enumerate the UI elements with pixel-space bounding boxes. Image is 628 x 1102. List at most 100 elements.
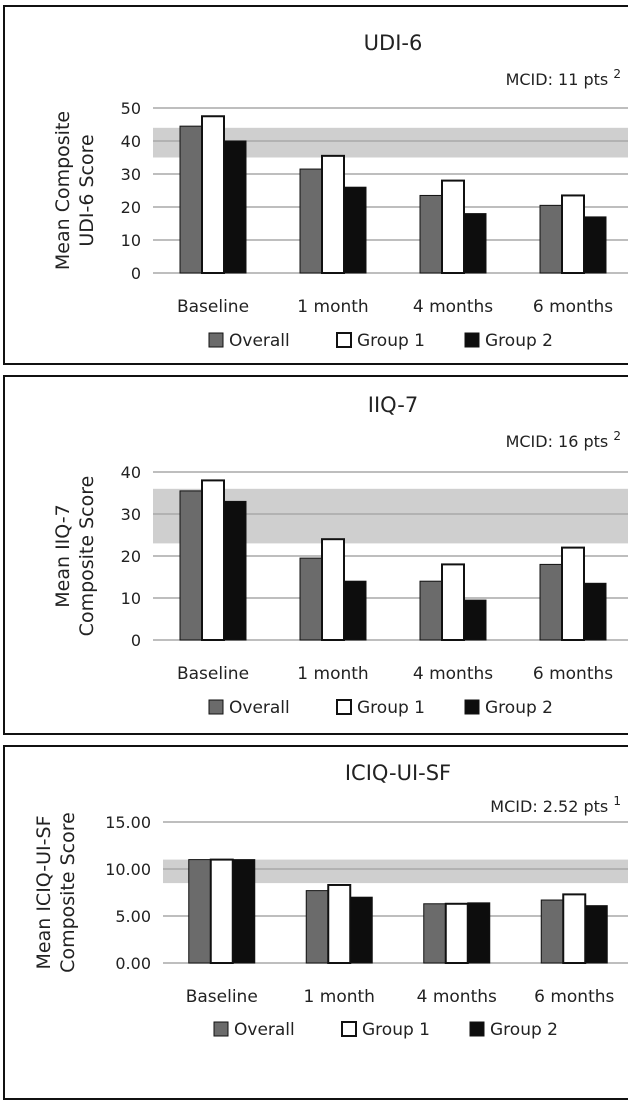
bar-overall [179,125,203,274]
mcid-label: MCID: 2.52 pts 1 [490,794,621,816]
chart-title: IIQ-7 [368,393,418,417]
y-tick-label: 30 [121,165,141,184]
y-tick-label: 5.00 [115,907,151,926]
bar-group1 [441,563,465,641]
x-category-label: 4 months [413,664,493,684]
legend-label-overall: Overall [234,1020,295,1040]
chart-title: UDI-6 [364,31,423,55]
x-category-label: Baseline [186,987,258,1007]
y-tick-label: 10.00 [105,860,151,879]
bar-group2 [343,580,367,641]
bar-overall [179,490,203,641]
bar-group1 [201,479,225,642]
y-axis-label: UDI-6 Score [76,134,98,246]
bar-group2 [584,905,608,964]
chart-panel-udi6: UDI-6 MCID: 11 pts 2 0 10 20 30 40 50 Mean Compo… [3,5,628,365]
legend-swatch-overall [213,1021,229,1037]
y-axis-label: Mean Composite [52,111,74,270]
x-category-label: 6 months [533,297,613,317]
chart-panel-iiq7: IIQ-7 MCID: 16 pts 2 0 10 20 30 40 Mean IIQ-7 Co… [3,375,628,735]
bar-overall [539,563,563,641]
legend-label-group2: Group 2 [490,1020,558,1040]
mcid-text: MCID: 16 pts [506,432,614,451]
x-category-label: Baseline [177,664,249,684]
bar-overall [299,168,323,274]
chart-title: ICIQ-UI-SF [345,761,451,785]
bar-overall [423,903,447,964]
y-tick-label: 10 [121,589,141,608]
legend-swatch-overall [208,332,224,348]
legend-label-overall: Overall [229,331,290,351]
bar-group1 [327,883,352,964]
bar-group1 [321,154,345,275]
x-category-label: 1 month [297,297,368,317]
bar-overall [188,859,212,964]
bar-group2 [223,500,247,641]
bar-group1 [561,546,585,642]
bar-group2 [583,582,607,641]
y-tick-label: 0.00 [115,954,151,973]
bar-overall [305,890,329,964]
chart-panel-iciq: ICIQ-UI-SF MCID: 2.52 pts 1 0.00 5.00 10.00 1… [3,745,628,1100]
y-axis-label: Mean IIQ-7 [52,504,74,607]
bar-group2 [467,902,491,964]
bar-group2 [463,213,487,274]
mcid-band [163,859,628,884]
chart-iiq7: IIQ-7 MCID: 16 pts 2 0 10 20 30 40 Mean IIQ-7 Co… [52,393,628,718]
x-category-label: 4 months [417,987,497,1007]
mcid-label: MCID: 11 pts 2 [506,67,621,89]
bar-overall [540,899,564,964]
y-tick-label: 0 [131,264,141,283]
legend-swatch-overall [208,699,224,715]
y-tick-label: 40 [121,463,141,482]
legend-swatch-group2 [464,332,480,348]
y-tick-label: 15.00 [105,813,151,832]
bar-overall [299,557,323,641]
legend-label-group2: Group 2 [485,698,553,718]
bar-group1 [209,858,234,964]
bar-group1 [562,893,587,965]
bar-overall [419,580,443,641]
bar-overall [539,204,563,274]
legend-label-group1: Group 1 [362,1020,430,1040]
y-tick-label: 30 [121,505,141,524]
legend-label-group2: Group 2 [485,331,553,351]
legend-swatch-group1 [336,332,352,348]
y-tick-label: 20 [121,547,141,566]
legend-swatch-group1 [336,699,352,715]
x-category-label: 6 months [534,987,614,1007]
bar-group1 [561,194,585,274]
bar-group2 [583,216,607,274]
bar-group1 [321,538,345,641]
x-category-label: 6 months [533,664,613,684]
legend-label-group1: Group 1 [357,331,425,351]
legend-swatch-group1 [341,1021,357,1037]
y-tick-label: 0 [131,631,141,650]
bar-group2 [232,859,256,964]
x-category-label: Baseline [177,297,249,317]
x-category-label: 1 month [304,987,375,1007]
y-tick-label: 20 [121,198,141,217]
x-category-label: 1 month [297,664,368,684]
mcid-reference-note: 1 [613,794,621,808]
bar-group2 [223,140,247,274]
y-tick-label: 40 [121,132,141,151]
y-axis-label: Composite Score [76,476,98,637]
bar-overall [419,194,443,274]
mcid-label: MCID: 16 pts 2 [506,429,621,451]
bar-group1 [444,902,469,964]
mcid-text: MCID: 2.52 pts [490,797,613,816]
legend-label-group1: Group 1 [357,698,425,718]
mcid-text: MCID: 11 pts [506,70,614,89]
mcid-reference-note: 2 [613,67,621,81]
bar-group2 [349,896,373,964]
bar-group2 [463,599,487,641]
y-axis-label: Composite Score [57,812,79,973]
y-tick-label: 10 [121,231,141,250]
legend-swatch-group2 [464,699,480,715]
bar-group1 [201,115,225,274]
y-tick-label: 50 [121,99,141,118]
bar-group1 [441,179,465,275]
